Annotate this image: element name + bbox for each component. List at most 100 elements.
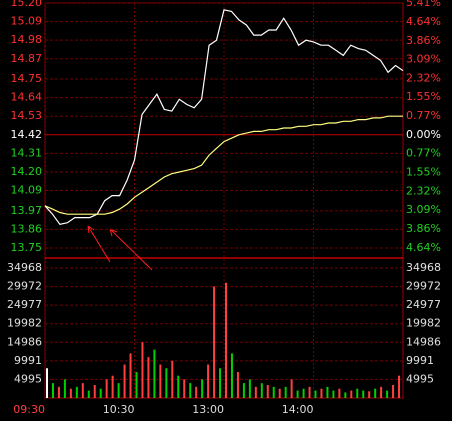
y2-tick-label: 2.32% <box>406 184 441 197</box>
x-tick-label: 09:30 <box>13 403 45 416</box>
y2-tick-label: 5.41% <box>406 0 441 9</box>
price-line <box>44 9 404 225</box>
y2-tick-label: 4.64% <box>406 241 441 254</box>
volume-bar <box>356 388 359 398</box>
arrow <box>109 228 153 271</box>
volume-bar <box>165 368 168 398</box>
volume-bar <box>93 384 96 398</box>
volume-bar <box>338 388 341 398</box>
volume-bar <box>207 364 210 398</box>
volume-bar <box>189 383 192 398</box>
volume-bar <box>266 384 269 398</box>
volume-bar <box>219 368 222 398</box>
volume-bar <box>290 379 293 398</box>
volume-bar <box>46 368 48 398</box>
volume-bar <box>386 390 389 398</box>
volume-bar <box>87 390 90 398</box>
volume-bar <box>248 379 251 398</box>
volume-bar <box>171 360 174 398</box>
y2-tick-label: 0.77% <box>406 147 441 160</box>
y2-tick-label: 19982 <box>406 317 441 330</box>
volume-bar <box>129 353 132 398</box>
volume-bar <box>213 286 216 398</box>
y2-tick-label: 0.77% <box>406 109 441 122</box>
volume-bar <box>374 388 377 398</box>
y-tick-label: 13.75 <box>11 241 43 254</box>
volume-bar <box>272 386 275 398</box>
y2-tick-label: 2.32% <box>406 71 441 84</box>
y2-tick-label: 34968 <box>406 261 441 274</box>
volume-bar <box>230 353 233 398</box>
y-tick-label: 15.20 <box>11 0 43 9</box>
volume-bar <box>320 388 323 398</box>
y-tick-label: 4995 <box>14 372 42 385</box>
volume-bar <box>135 371 138 398</box>
volume-bar <box>380 386 383 398</box>
volume-bar <box>350 390 353 398</box>
volume-bar <box>254 386 257 398</box>
y-tick-label: 14.64 <box>11 91 43 104</box>
volume-bar <box>153 349 156 398</box>
y-tick-label: 29972 <box>7 280 42 293</box>
volume-bar <box>332 390 335 398</box>
volume-bar <box>368 391 371 398</box>
y2-tick-label: 29972 <box>406 280 441 293</box>
y-tick-label: 14.53 <box>11 109 43 122</box>
volume-bar <box>105 379 108 398</box>
volume-bar <box>51 383 54 398</box>
y2-tick-label: 3.86% <box>406 222 441 235</box>
y2-tick-label: 1.55% <box>406 166 441 179</box>
y-tick-label: 14.75 <box>11 72 43 85</box>
y2-tick-label: 14986 <box>406 335 441 348</box>
y2-tick-label: 3.09% <box>406 53 441 66</box>
y-tick-label: 24977 <box>7 298 42 311</box>
volume-bar <box>141 342 144 398</box>
volume-bar <box>284 386 287 398</box>
volume-bar <box>117 383 120 398</box>
volume-bar <box>147 357 150 398</box>
y2-tick-label: 24977 <box>406 298 441 311</box>
volume-bar <box>398 375 401 398</box>
volume-bar <box>326 386 329 398</box>
y2-tick-label: 4995 <box>406 372 434 385</box>
y2-tick-label: 4.64% <box>406 15 441 28</box>
volume-bar <box>260 383 263 398</box>
y-tick-label: 14.87 <box>11 52 43 65</box>
volume-bar <box>69 388 72 398</box>
y-tick-label: 14986 <box>7 335 42 348</box>
y-tick-label: 34968 <box>7 261 42 274</box>
volume-bar <box>183 379 186 398</box>
volume-bar <box>63 379 66 398</box>
volume-bar <box>308 386 311 398</box>
y2-tick-label: 9991 <box>406 354 434 367</box>
y-tick-label: 14.31 <box>11 146 43 159</box>
y-tick-label: 14.98 <box>11 33 43 46</box>
volume-bar <box>392 384 395 398</box>
volume-bar <box>81 383 84 398</box>
volume-bar <box>57 386 60 398</box>
x-tick-label: 10:30 <box>103 403 135 416</box>
y-tick-label: 15.09 <box>11 15 43 28</box>
y-tick-label: 9991 <box>14 354 42 367</box>
volume-bar <box>314 390 317 398</box>
arrow <box>87 225 111 263</box>
volume-bar <box>201 379 204 398</box>
volume-bar <box>177 375 180 398</box>
y-tick-label: 19982 <box>7 317 42 330</box>
volume-bar <box>236 371 239 398</box>
volume-bar <box>362 390 365 398</box>
volume-bar <box>111 375 114 398</box>
y2-tick-label: 3.86% <box>406 34 441 47</box>
volume-bar <box>75 386 78 398</box>
volume-bar <box>296 390 299 398</box>
volume-bar <box>242 383 245 398</box>
y-tick-label: 13.86 <box>11 222 43 235</box>
y-tick-label: 14.42 <box>11 128 43 141</box>
price-line <box>44 115 403 215</box>
x-tick-label: 14:00 <box>282 403 314 416</box>
y-tick-label: 13.97 <box>11 204 43 217</box>
volume-bar <box>344 392 347 398</box>
y-tick-label: 14.09 <box>11 184 43 197</box>
